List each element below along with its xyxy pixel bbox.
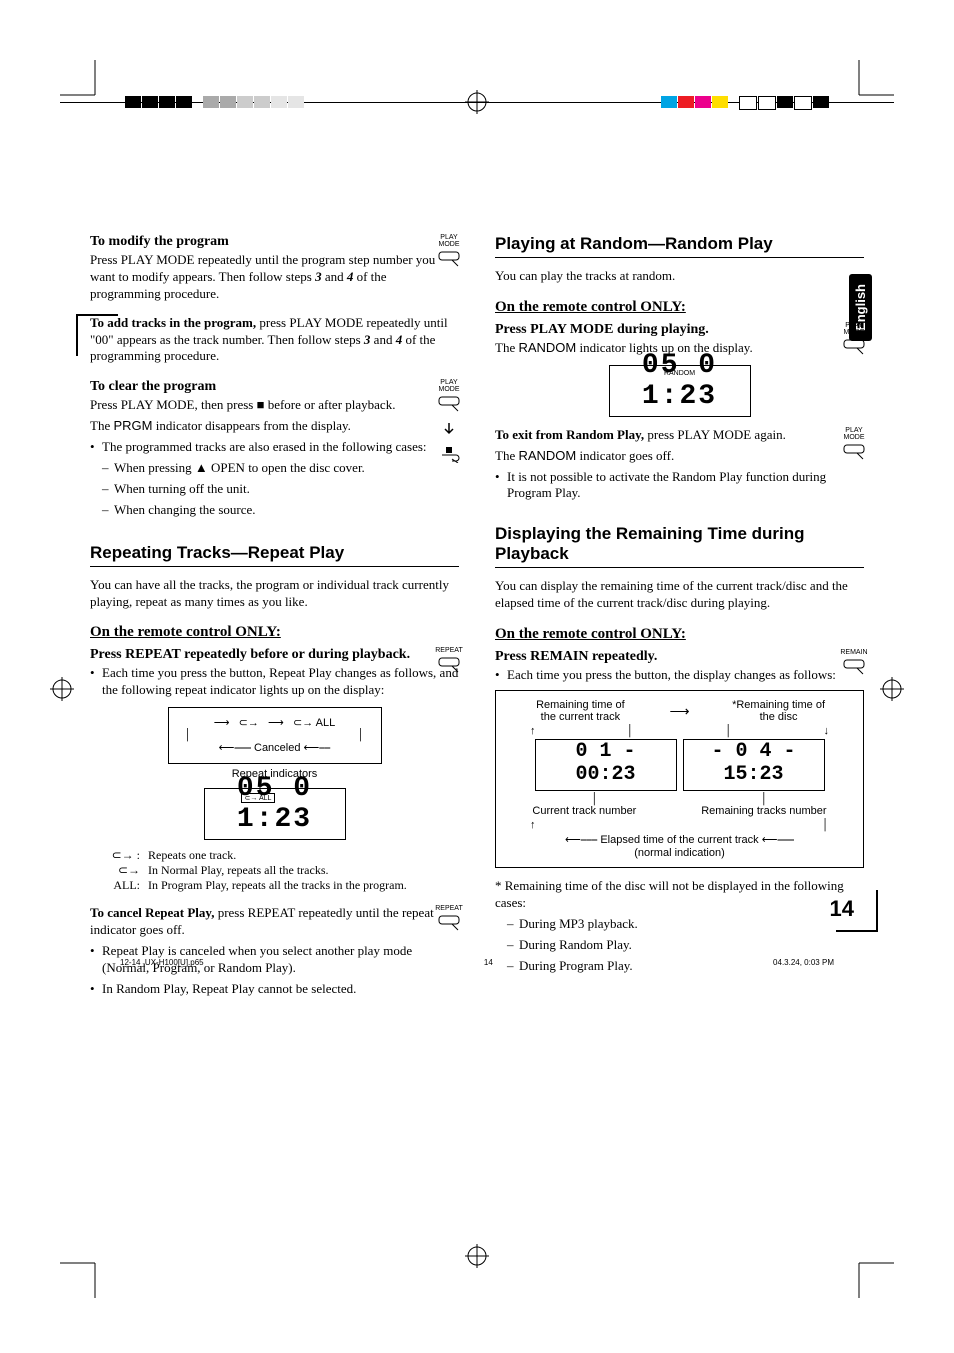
corner-mark-br xyxy=(836,890,878,932)
remain-remote: On the remote control ONLY: xyxy=(495,626,864,643)
repeat-lcd: ⊂→ ALL 05 0 1:23 xyxy=(204,788,346,840)
random-exit-sub: The RANDOM indicator goes off. xyxy=(495,448,864,465)
random-lcd-seg: 05 0 1:23 xyxy=(618,350,742,412)
repeat-cancel-b2: In Random Play, Repeat Play cannot be se… xyxy=(90,981,459,998)
clear-p1: Press PLAY MODE, then press ■ before or … xyxy=(90,397,459,414)
play-mode-icon: PLAY MODE xyxy=(431,234,467,268)
right-column: Playing at Random—Random Play You can pl… xyxy=(495,234,864,1002)
registration-bar-top xyxy=(0,90,954,114)
play-mode-icon-4: PLAY MODE xyxy=(836,427,872,461)
remain-heading: Displaying the Remaining Time during Pla… xyxy=(495,524,864,568)
clear-d2: When turning off the unit. xyxy=(102,481,459,498)
add-tracks: To add tracks in the program, press PLAY… xyxy=(90,315,459,366)
random-b1: It is not possible to activate the Rando… xyxy=(495,469,864,503)
remain-d1: During MP3 playback. xyxy=(507,916,864,933)
crop-mark-bl xyxy=(60,1248,110,1303)
clear-d1: When pressing ▲ OPEN to open the disc co… xyxy=(102,460,459,477)
clear-title: To clear the program xyxy=(90,379,459,395)
crop-mark-tl xyxy=(60,60,110,115)
random-intro: You can play the tracks at random. xyxy=(495,268,864,285)
remain-lcd-2: - 0 4 - 15:23 xyxy=(683,739,825,791)
remain-press: Press REMAIN repeatedly. xyxy=(495,649,864,665)
page-content: English PLAY MODE To modify the program … xyxy=(0,114,954,1082)
remain-flow: Remaining time ofthe current track ⟶ *Re… xyxy=(495,690,864,868)
clear-b1: The programmed tracks are also erased in… xyxy=(90,439,459,456)
footer-file: 12-14_UX-H100[U].p65 xyxy=(120,958,204,967)
footer: 12-14_UX-H100[U].p65 14 04.3.24, 0:03 PM xyxy=(120,958,834,967)
repeat-intro: You can have all the tracks, the program… xyxy=(90,577,459,611)
modify-body: Press PLAY MODE repeatedly until the pro… xyxy=(90,252,459,303)
repeat-press: Press REPEAT repeatedly before or during… xyxy=(90,647,459,663)
clear-p2: The PRGM indicator disappears from the d… xyxy=(90,418,459,435)
random-remote: On the remote control ONLY: xyxy=(495,299,864,316)
footer-page: 14 xyxy=(484,958,493,967)
repeat-flow: ⟶ ⊂→ ⟶ ⊂→ ALL ││ ⟵⎯⎯⎯ Canceled ⟵⎯⎯ xyxy=(168,707,382,764)
random-press: Press PLAY MODE during playing. xyxy=(495,322,864,338)
remain-each: Each time you press the button, the disp… xyxy=(495,667,864,684)
remain-cap-l: Current track number xyxy=(532,805,636,817)
random-lcd: RANDOM 05 0 1:23 xyxy=(609,365,751,417)
crop-mark-br xyxy=(844,1248,894,1303)
random-heading: Playing at Random—Random Play xyxy=(495,234,864,258)
remain-note: * Remaining time of the disc will not be… xyxy=(495,878,864,912)
reg-squares-right xyxy=(661,96,829,110)
repeat-each: Each time you press the button, Repeat P… xyxy=(90,665,459,699)
footer-date: 04.3.24, 0:03 PM xyxy=(773,958,834,967)
remain-d2: During Random Play. xyxy=(507,937,864,954)
remain-lcd-1: 0 1 - 00:23 xyxy=(535,739,677,791)
modify-title: To modify the program xyxy=(90,234,459,250)
remain-cap-r: Remaining tracks number xyxy=(701,805,826,817)
repeat-lcd-seg: 05 0 1:23 xyxy=(213,773,337,835)
repeat-cancel: To cancel Repeat Play, press REPEAT repe… xyxy=(90,905,459,939)
clear-d3: When changing the source. xyxy=(102,502,459,519)
repeat-legend: ⊂→ :Repeats one track. ⊂→ ALL:In Normal … xyxy=(90,848,459,893)
crop-mark-tr xyxy=(844,60,894,115)
register-mark-bottom xyxy=(465,1244,489,1273)
left-column: PLAY MODE To modify the program Press PL… xyxy=(90,234,459,1002)
repeat-remote: On the remote control ONLY: xyxy=(90,624,459,641)
random-exit: To exit from Random Play, press PLAY MOD… xyxy=(495,427,864,444)
reg-squares-left xyxy=(125,96,304,108)
repeat-heading: Repeating Tracks—Repeat Play xyxy=(90,543,459,567)
play-mode-icon-3: PLAY MODE xyxy=(836,322,872,356)
repeat-icon-2: REPEAT xyxy=(431,905,467,932)
corner-mark-tl xyxy=(76,314,118,356)
remain-intro: You can display the remaining time of th… xyxy=(495,578,864,612)
